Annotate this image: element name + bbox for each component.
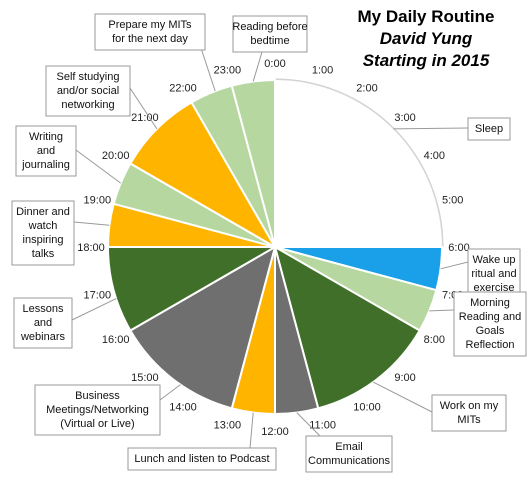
callout-leader-line bbox=[393, 127, 469, 130]
callout-leader-line bbox=[129, 87, 158, 130]
hour-label: 10:00 bbox=[353, 401, 381, 413]
callout-leader-line bbox=[73, 221, 110, 226]
hour-label: 9:00 bbox=[394, 372, 415, 384]
callout-text: and bbox=[34, 317, 52, 329]
hour-label: 16:00 bbox=[102, 334, 130, 346]
callout-text: and/or social bbox=[57, 85, 119, 97]
sleep-ring-6 bbox=[274, 78, 444, 248]
callout-text: Prepare my MITs bbox=[108, 19, 192, 31]
callout-text: watch bbox=[28, 220, 58, 232]
hour-label: 23:00 bbox=[214, 64, 242, 76]
chart-title: My Daily Routine David Yung Starting in … bbox=[341, 6, 511, 72]
callout-text: Dinner and bbox=[16, 206, 70, 218]
segment-sleep bbox=[275, 80, 442, 247]
hour-label: 17:00 bbox=[84, 290, 112, 302]
callout-text: Lunch and listen to Podcast bbox=[134, 453, 269, 465]
callout-text: Work on my bbox=[440, 400, 499, 412]
callout-text: Communications bbox=[308, 455, 390, 467]
callout-box bbox=[467, 248, 521, 300]
callout-text: (Virtual or Live) bbox=[60, 418, 134, 430]
callout-leader-line bbox=[296, 412, 321, 437]
hour-label: 13:00 bbox=[214, 420, 242, 432]
callout-box bbox=[34, 384, 161, 436]
callout-leader-line bbox=[75, 149, 121, 184]
hour-label: 1:00 bbox=[312, 64, 333, 76]
callout-box bbox=[94, 13, 206, 51]
hour-label: 0:00 bbox=[264, 58, 285, 70]
callout-box bbox=[11, 200, 75, 266]
callout-text: Writing bbox=[29, 131, 63, 143]
title-line-2: David Yung bbox=[379, 29, 473, 48]
segment-work-on-my-mits bbox=[273, 244, 421, 410]
callout-text: exercise bbox=[474, 282, 515, 294]
hour-label: 8:00 bbox=[424, 334, 445, 346]
callout-box bbox=[127, 447, 277, 471]
segment-reading-before-bedtime bbox=[230, 78, 276, 248]
callout-leader-line bbox=[372, 381, 433, 413]
callout-text: Goals bbox=[476, 325, 505, 337]
callout-text: ritual and bbox=[471, 268, 516, 280]
callout-leader-line bbox=[252, 51, 263, 82]
callout-leader-line bbox=[440, 261, 469, 270]
callout-text: for the next day bbox=[112, 33, 188, 45]
callout-box bbox=[467, 117, 511, 141]
callout-text: Lessons bbox=[23, 303, 64, 315]
callout-box bbox=[232, 15, 308, 53]
segment-business-meetings-networking-virtual-or-live bbox=[129, 244, 277, 410]
hour-label: 18:00 bbox=[77, 242, 105, 254]
callout-box bbox=[431, 394, 507, 432]
callout-text: Meetings/Networking bbox=[46, 404, 149, 416]
callout-text: bedtime bbox=[250, 35, 289, 47]
callout-leader-line bbox=[429, 309, 455, 312]
hour-label: 12:00 bbox=[261, 426, 289, 438]
callout-text: inspiring bbox=[23, 234, 64, 246]
hour-label: 20:00 bbox=[102, 150, 130, 162]
callout-box bbox=[305, 435, 393, 473]
callout-text: Reflection bbox=[466, 339, 515, 351]
hour-label: 14:00 bbox=[169, 401, 197, 413]
hour-label: 4:00 bbox=[424, 150, 445, 162]
hour-label: 11:00 bbox=[309, 420, 336, 432]
title-line-3: Starting in 2015 bbox=[362, 51, 490, 70]
callout-leader-line bbox=[71, 298, 117, 321]
callout-leader-line bbox=[249, 412, 254, 449]
callout-box bbox=[13, 297, 73, 349]
callout-text: Reading and bbox=[459, 311, 521, 323]
callout-text: Business bbox=[75, 390, 120, 402]
callout-leader-line bbox=[159, 384, 181, 401]
callout-text: and bbox=[37, 145, 55, 157]
hour-label: 22:00 bbox=[169, 83, 197, 95]
segment-self-studying-and-or-social-networking bbox=[129, 101, 278, 250]
hour-label: 2:00 bbox=[356, 83, 377, 95]
callout-text: Wake up bbox=[472, 254, 515, 266]
callout-text: Morning bbox=[470, 297, 510, 309]
hour-label: 21:00 bbox=[131, 112, 159, 124]
hour-label: 15:00 bbox=[131, 372, 159, 384]
hour-label: 3:00 bbox=[394, 112, 415, 124]
callout-text: journaling bbox=[21, 159, 70, 171]
callout-box bbox=[15, 125, 77, 177]
callout-text: Sleep bbox=[475, 123, 503, 135]
hour-label: 19:00 bbox=[84, 194, 112, 206]
callout-text: talks bbox=[32, 248, 55, 260]
hour-label: 6:00 bbox=[448, 242, 469, 254]
segments-group bbox=[106, 78, 444, 416]
callout-text: networking bbox=[61, 99, 114, 111]
segment-lessons-and-webinars bbox=[106, 246, 279, 332]
title-line-1: My Daily Routine bbox=[357, 7, 495, 26]
callout-text: Email bbox=[335, 441, 363, 453]
callouts-group: Prepare my MITs for the next day Reading b… bbox=[11, 13, 527, 473]
callout-text: Self studying bbox=[57, 71, 120, 83]
callout-leader-line bbox=[199, 44, 216, 92]
callout-text: MITs bbox=[457, 414, 481, 426]
callout-box bbox=[45, 65, 131, 117]
callout-text: Reading before bbox=[232, 21, 307, 33]
callout-box bbox=[453, 291, 527, 357]
callout-text: webinars bbox=[20, 331, 66, 343]
hour-label: 5:00 bbox=[442, 194, 463, 206]
